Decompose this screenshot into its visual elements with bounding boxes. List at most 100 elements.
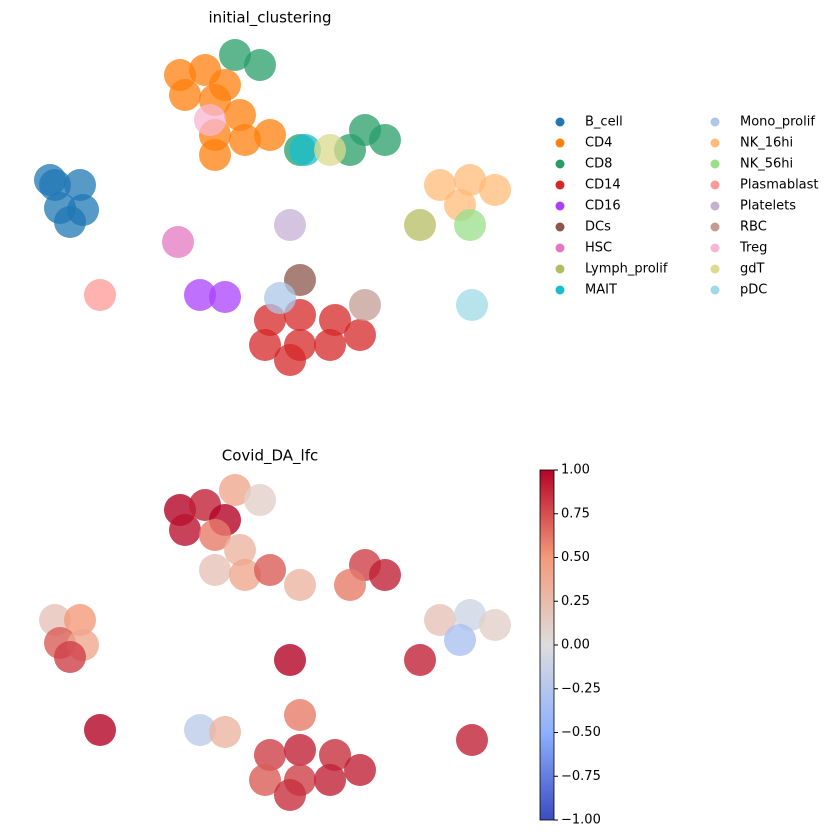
legend-marker bbox=[710, 201, 720, 211]
cluster-point bbox=[479, 174, 511, 206]
legend-label: Mono_prolif bbox=[740, 115, 815, 130]
cluster-point bbox=[254, 119, 286, 151]
chart-title: initial_clustering bbox=[209, 9, 332, 28]
legend-label: CD16 bbox=[585, 199, 621, 214]
point bbox=[169, 514, 201, 546]
point bbox=[284, 569, 316, 601]
cluster-point bbox=[209, 281, 241, 313]
cluster-point bbox=[162, 226, 194, 258]
legend-label: CD8 bbox=[585, 157, 612, 172]
point bbox=[274, 779, 306, 811]
legend-label: Plasmablast bbox=[740, 178, 819, 193]
legend-marker bbox=[710, 285, 720, 295]
point bbox=[424, 604, 456, 636]
cluster-point bbox=[264, 282, 296, 314]
legend-label: CD14 bbox=[585, 178, 621, 193]
cluster-point bbox=[274, 344, 306, 376]
legend-label: gdT bbox=[740, 262, 765, 277]
colorbar bbox=[539, 469, 555, 821]
point bbox=[199, 519, 231, 551]
point bbox=[224, 534, 256, 566]
legend-marker bbox=[710, 222, 720, 232]
point bbox=[369, 559, 401, 591]
cluster-point bbox=[224, 99, 256, 131]
cluster-point bbox=[314, 134, 346, 166]
point bbox=[199, 554, 231, 586]
legend-marker bbox=[555, 285, 565, 295]
cluster-point bbox=[454, 209, 486, 241]
point bbox=[319, 739, 351, 771]
point bbox=[219, 474, 251, 506]
cluster-point bbox=[229, 124, 261, 156]
legend-marker bbox=[555, 222, 565, 232]
point bbox=[54, 641, 86, 673]
point bbox=[84, 714, 116, 746]
cluster-point bbox=[34, 164, 66, 196]
legend-marker bbox=[710, 138, 720, 148]
point bbox=[344, 754, 376, 786]
point bbox=[184, 714, 216, 746]
legend-marker bbox=[555, 243, 565, 253]
cluster-point bbox=[84, 279, 116, 311]
cluster-point bbox=[219, 39, 251, 71]
legend-marker bbox=[710, 243, 720, 253]
cluster-point bbox=[194, 104, 226, 136]
legend-marker bbox=[555, 180, 565, 190]
point bbox=[284, 699, 316, 731]
legend-label: B_cell bbox=[585, 115, 623, 130]
point bbox=[284, 734, 316, 766]
cluster-point bbox=[349, 289, 381, 321]
chart-title: Covid_DA_lfc bbox=[222, 447, 318, 466]
cluster-point bbox=[404, 209, 436, 241]
cluster-point bbox=[454, 164, 486, 196]
colorbar-tick-label: −0.25 bbox=[561, 681, 601, 696]
legend-label: DCs bbox=[585, 220, 611, 235]
cluster-point bbox=[344, 319, 376, 351]
point bbox=[456, 724, 488, 756]
point bbox=[254, 739, 286, 771]
legend-label: pDC bbox=[740, 283, 767, 298]
legend-label: Lymph_prolif bbox=[585, 262, 668, 277]
point bbox=[274, 644, 306, 676]
cluster-point bbox=[184, 279, 216, 311]
cluster-point bbox=[54, 206, 86, 238]
cluster-point bbox=[289, 134, 321, 166]
point bbox=[404, 644, 436, 676]
legend-marker bbox=[555, 117, 565, 127]
cluster-point bbox=[319, 304, 351, 336]
point bbox=[254, 554, 286, 586]
cluster-point bbox=[274, 209, 306, 241]
point bbox=[229, 559, 261, 591]
cluster-point bbox=[64, 169, 96, 201]
point bbox=[314, 764, 346, 796]
legend-marker bbox=[710, 159, 720, 169]
legend-label: MAIT bbox=[585, 283, 617, 298]
point bbox=[249, 764, 281, 796]
colorbar-tick-label: 0.25 bbox=[561, 594, 590, 609]
legend-label: Platelets bbox=[740, 199, 796, 214]
legend-label: NK_56hi bbox=[740, 157, 793, 172]
point bbox=[334, 569, 366, 601]
legend-marker bbox=[710, 117, 720, 127]
colorbar-tick-label: −0.75 bbox=[561, 769, 601, 784]
point bbox=[244, 484, 276, 516]
legend-marker bbox=[555, 264, 565, 274]
colorbar-tick-label: −1.00 bbox=[561, 813, 601, 828]
legend-marker bbox=[555, 201, 565, 211]
legend-marker bbox=[710, 180, 720, 190]
colorbar-tick-label: 1.00 bbox=[561, 463, 590, 478]
legend-label: Treg bbox=[739, 241, 767, 256]
colorbar-tick-label: 0.00 bbox=[561, 638, 590, 653]
legend-marker bbox=[555, 138, 565, 148]
cluster-point bbox=[244, 49, 276, 81]
cluster-point bbox=[199, 139, 231, 171]
cluster-point bbox=[314, 329, 346, 361]
cluster-point bbox=[249, 329, 281, 361]
point bbox=[64, 604, 96, 636]
colorbar-tick-label: −0.50 bbox=[561, 725, 601, 740]
colorbar-tick-label: 0.50 bbox=[561, 550, 590, 565]
cluster-point bbox=[424, 169, 456, 201]
legend-marker bbox=[555, 159, 565, 169]
cluster-point bbox=[456, 289, 488, 321]
